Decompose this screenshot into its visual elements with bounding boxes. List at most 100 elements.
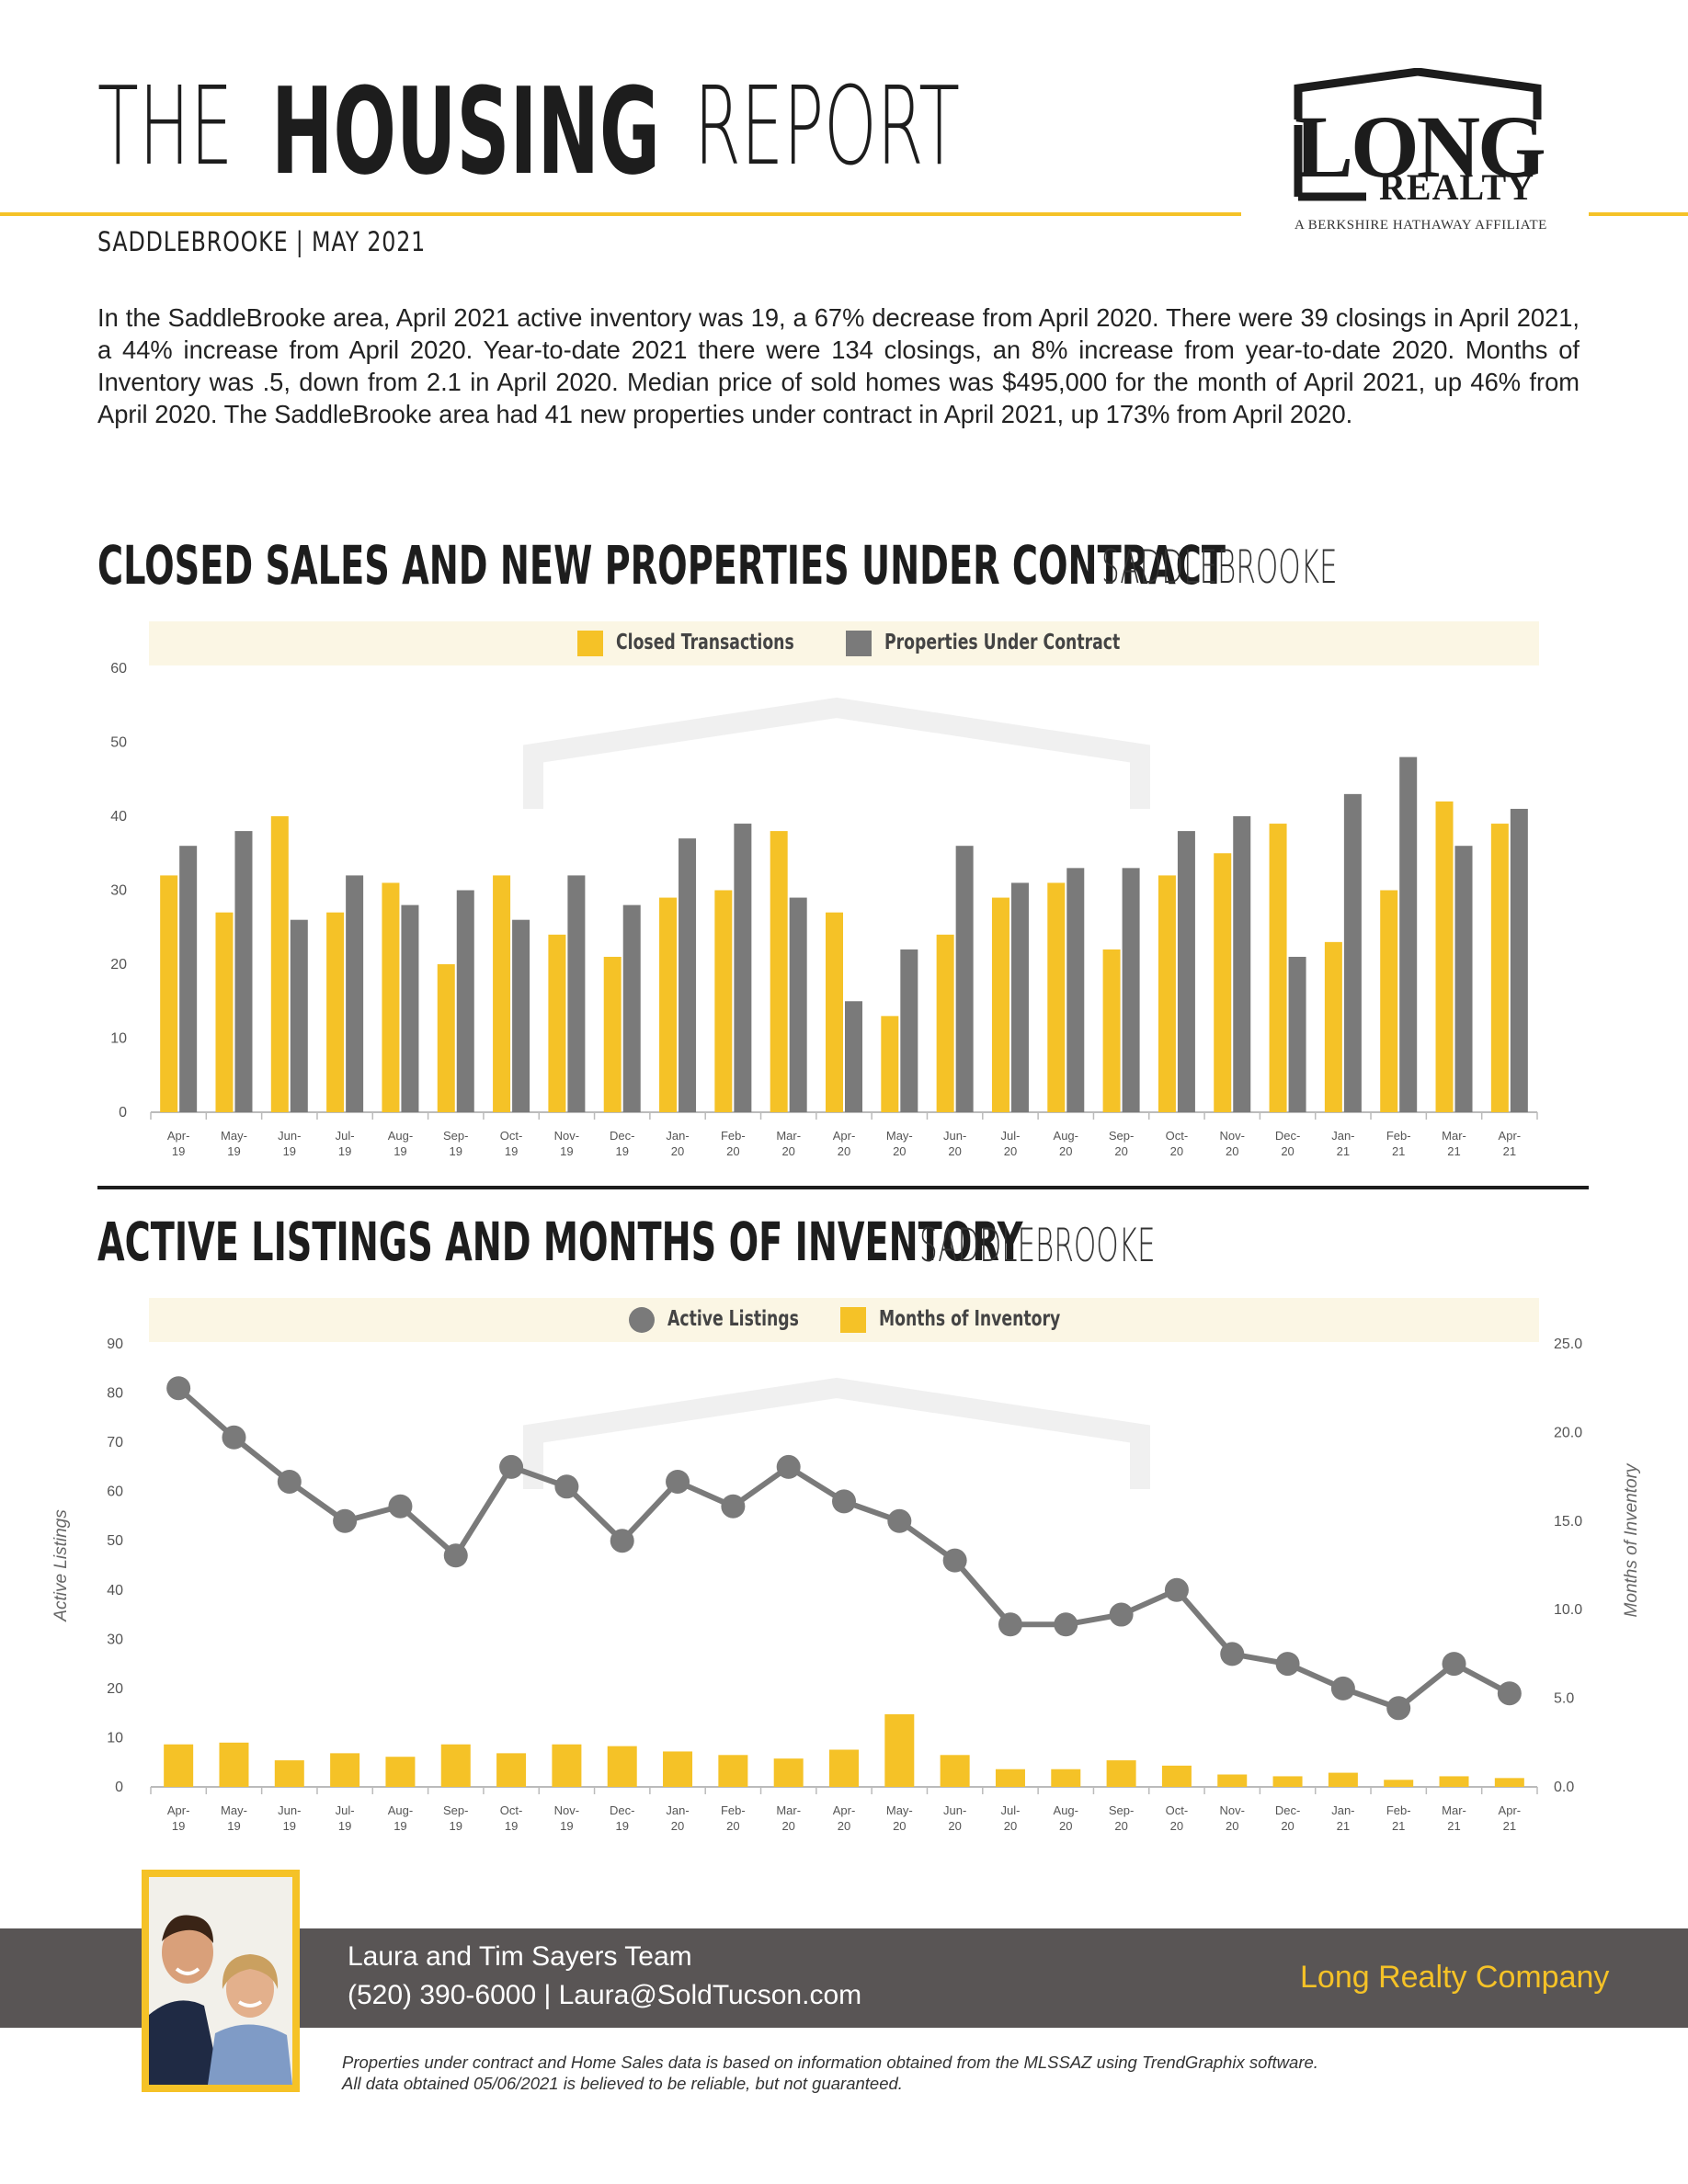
months-bar-17 — [1106, 1760, 1136, 1787]
closed-bar-9 — [659, 897, 678, 1112]
header-rule-right — [1589, 212, 1688, 216]
chart1-month-22: Feb- — [1386, 1129, 1411, 1143]
chart2-year-8: 19 — [615, 1819, 628, 1833]
contract-bar-14 — [955, 846, 974, 1112]
disclaimer-line-1: Properties under contract and Home Sales… — [342, 2053, 1318, 2072]
chart2-year-21: 21 — [1337, 1819, 1350, 1833]
chart2-month-13: May- — [886, 1803, 913, 1817]
active-point-2 — [277, 1469, 302, 1494]
chart2-month-16: Aug- — [1054, 1803, 1078, 1817]
chart2-ytick-0: 0 — [115, 1780, 123, 1795]
contract-bar-16 — [1066, 868, 1085, 1112]
section1-title-thin: SADDLEBROOKE — [1101, 540, 1338, 594]
closed-bar-20 — [1269, 824, 1287, 1112]
closed-bar-5 — [437, 964, 455, 1112]
chart1-month-15: Jul- — [1000, 1129, 1020, 1143]
chart2-year-18: 20 — [1170, 1819, 1183, 1833]
section2-title-thin: SADDLEBROOKE — [919, 1219, 1156, 1272]
chart1-month-17: Sep- — [1109, 1129, 1134, 1143]
chart2-month-14: Jun- — [943, 1803, 966, 1817]
active-point-4 — [388, 1494, 413, 1519]
chart2-ytick-2: 20 — [107, 1681, 123, 1697]
chart1-month-10: Feb- — [721, 1129, 746, 1143]
months-bar-14 — [940, 1755, 970, 1787]
section2-title-bold: ACTIVE LISTINGS AND MONTHS OF INVENTORY — [97, 1211, 1023, 1273]
chart1-month-16: Aug- — [1054, 1129, 1078, 1143]
months-bar-18 — [1161, 1765, 1192, 1787]
active-point-11 — [776, 1454, 801, 1479]
chart1-month-3: Jul- — [336, 1129, 355, 1143]
chart1-ytick-3: 30 — [110, 883, 127, 899]
closed-bar-18 — [1158, 875, 1176, 1112]
chart2-year-0: 19 — [172, 1819, 185, 1833]
contract-bar-15 — [1010, 882, 1029, 1112]
chart1-year-21: 21 — [1337, 1144, 1350, 1158]
chart1-month-1: May- — [221, 1129, 247, 1143]
title-report-wrap: REPORT — [694, 72, 1123, 219]
chart2-ytick-5: 50 — [107, 1533, 123, 1549]
active-point-14 — [942, 1548, 967, 1573]
chart2-month-19: Nov- — [1220, 1803, 1245, 1817]
months-bar-24 — [1494, 1778, 1524, 1787]
chart1-ytick-0: 0 — [119, 1105, 127, 1120]
chart1-year-3: 19 — [338, 1144, 351, 1158]
chart2-year-11: 20 — [781, 1819, 794, 1833]
chart1-month-12: Apr- — [833, 1129, 856, 1143]
section1-subtitle-wrap: SADDLEBROOKE — [1101, 544, 1482, 590]
chart2-year-19: 20 — [1226, 1819, 1238, 1833]
chart2-year-9: 20 — [671, 1819, 684, 1833]
months-bar-1 — [219, 1742, 249, 1787]
chart2-y2tick-0: 0.0 — [1554, 1780, 1574, 1795]
section1-title: CLOSED SALES AND NEW PROPERTIES UNDER CO… — [97, 539, 1688, 592]
title-housing: HOUSING — [271, 62, 661, 201]
chart2-month-7: Nov- — [554, 1803, 579, 1817]
closed-bar-14 — [936, 934, 954, 1112]
closed-bar-24 — [1490, 824, 1509, 1112]
active-point-3 — [333, 1508, 358, 1533]
contract-bar-24 — [1510, 808, 1528, 1112]
legend-swatch-active — [629, 1307, 655, 1333]
chart1-month-19: Nov- — [1220, 1129, 1245, 1143]
contract-bar-4 — [401, 904, 419, 1112]
months-bar-12 — [829, 1749, 859, 1787]
months-bar-22 — [1384, 1780, 1414, 1787]
chart1-year-5: 19 — [450, 1144, 462, 1158]
chart2-ytick-3: 30 — [107, 1632, 123, 1647]
chart1-legend: Closed Transactions Properties Under Con… — [149, 621, 1539, 665]
agent-contact[interactable]: (520) 390-6000 | Laura@SoldTucson.com — [348, 1980, 862, 2010]
chart1-ytick-4: 40 — [110, 809, 127, 825]
closed-bar-23 — [1435, 801, 1454, 1112]
chart1-ytick-5: 50 — [110, 735, 127, 751]
chart1-year-1: 19 — [227, 1144, 240, 1158]
chart2-year-16: 20 — [1059, 1819, 1072, 1833]
chart2-year-5: 19 — [450, 1819, 462, 1833]
chart2-year-13: 20 — [893, 1819, 906, 1833]
closed-bar-1 — [215, 912, 234, 1112]
chart1-year-13: 20 — [893, 1144, 906, 1158]
closed-bar-8 — [603, 956, 622, 1112]
contract-bar-13 — [900, 949, 918, 1112]
chart2-year-24: 21 — [1503, 1819, 1516, 1833]
watermark-logo — [523, 697, 1150, 809]
active-point-8 — [610, 1529, 634, 1553]
chart2-month-0: Apr- — [167, 1803, 190, 1817]
closed-bar-6 — [493, 875, 511, 1112]
chart1-month-4: Aug- — [388, 1129, 413, 1143]
months-bar-11 — [773, 1758, 804, 1787]
chart2-month-2: Jun- — [278, 1803, 301, 1817]
closed-bar-12 — [826, 912, 843, 1112]
chart1-year-7: 19 — [560, 1144, 573, 1158]
contract-bar-8 — [622, 904, 641, 1112]
contract-bar-19 — [1233, 816, 1251, 1112]
closed-sales-chart: 0102030405060Apr-19May-19Jun-19Jul-19Aug… — [110, 661, 1538, 1158]
chart2-month-9: Jan- — [666, 1803, 689, 1817]
active-point-6 — [499, 1454, 524, 1479]
months-bar-21 — [1328, 1772, 1358, 1787]
disclaimer-line-2: All data obtained 05/06/2021 is believed… — [342, 2074, 903, 2093]
legend-swatch-under-contract — [846, 631, 872, 656]
chart1-year-22: 21 — [1392, 1144, 1405, 1158]
months-bar-15 — [995, 1769, 1025, 1787]
closed-bar-19 — [1214, 853, 1232, 1112]
contract-bar-2 — [290, 919, 308, 1112]
closed-bar-10 — [714, 890, 733, 1112]
